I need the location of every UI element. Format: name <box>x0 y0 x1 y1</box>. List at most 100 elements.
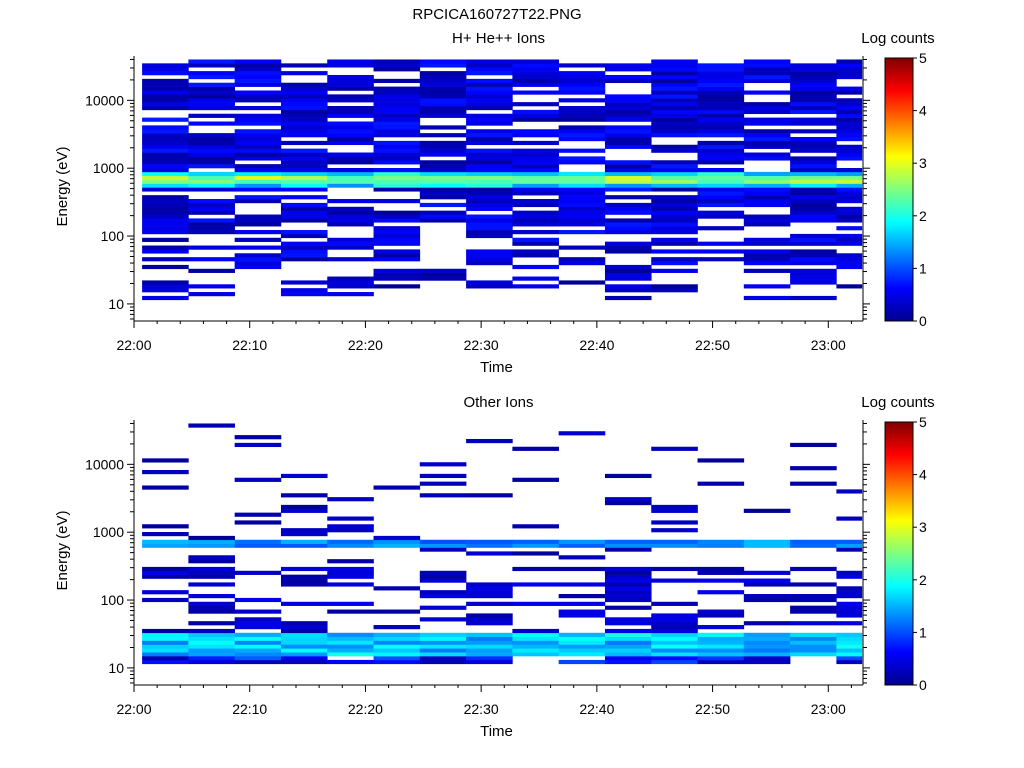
heatmap-cell <box>142 63 189 68</box>
heatmap-cell <box>327 284 374 289</box>
heatmap-cell <box>836 261 863 266</box>
heatmap-cell <box>327 276 374 281</box>
heatmap-cell <box>836 67 863 72</box>
heatmap-cell <box>373 609 421 614</box>
heatmap-cell <box>373 226 421 231</box>
heatmap-cell <box>836 547 863 552</box>
heatmap-cell <box>234 113 282 118</box>
heatmap-cell <box>743 195 791 200</box>
heatmap-cell <box>790 257 837 262</box>
heatmap-cell <box>604 117 652 122</box>
heatmap-cell <box>558 609 606 614</box>
heatmap-cell <box>234 570 282 575</box>
heatmap-cell <box>743 78 791 84</box>
heatmap-cell <box>604 264 652 270</box>
heatmap-cell <box>836 171 863 177</box>
heatmap-cell <box>419 644 467 649</box>
heatmap-cell <box>466 148 513 153</box>
heatmap-cell <box>188 202 235 208</box>
heatmap-cell <box>512 152 559 157</box>
heatmap-cell <box>836 214 863 219</box>
heatmap-cell <box>836 652 863 657</box>
heatmap-cell <box>419 214 467 219</box>
heatmap-cell <box>373 59 421 64</box>
heatmap-cell <box>604 140 652 146</box>
heatmap-cell <box>327 152 374 157</box>
heatmap-cell <box>651 168 698 173</box>
heatmap-cell <box>142 140 189 146</box>
heatmap-cell <box>466 86 513 91</box>
heatmap-cell <box>234 520 282 525</box>
heatmap-cell <box>604 102 652 107</box>
heatmap-cell <box>234 140 282 146</box>
y-tick-label: 10000 <box>85 456 124 472</box>
heatmap-cell <box>373 168 421 173</box>
heatmap-cell <box>836 144 863 149</box>
heatmap-cell <box>651 63 698 68</box>
heatmap-cell <box>558 230 606 235</box>
heatmap-cell <box>512 199 559 204</box>
heatmap-cell <box>466 187 513 192</box>
heatmap-cell <box>419 94 467 99</box>
heatmap-cell <box>466 582 513 587</box>
heatmap-cell <box>836 125 863 130</box>
y-tick-label: 10 <box>108 296 124 312</box>
heatmap-cell <box>836 590 863 595</box>
heatmap-cell <box>836 148 863 153</box>
colorbar: Log counts 0 1 2 3 4 5 <box>861 30 934 329</box>
heatmap-cell <box>558 210 606 215</box>
heatmap-cell <box>743 202 791 208</box>
heatmap-cell <box>373 656 421 661</box>
heatmap-cell <box>558 636 606 641</box>
heatmap-cell <box>188 175 235 180</box>
heatmap-cell <box>651 144 698 149</box>
heatmap-cell <box>466 164 513 169</box>
heatmap-cell <box>790 183 837 188</box>
heatmap-cell <box>419 656 467 661</box>
heatmap-cell <box>142 237 189 242</box>
heatmap-cell <box>697 175 745 180</box>
heatmap-cell <box>280 148 328 153</box>
heatmap-cell <box>558 648 606 653</box>
heatmap-cell <box>651 528 698 533</box>
heatmap-cell <box>790 644 837 649</box>
heatmap-cell <box>790 156 837 161</box>
heatmap-cell <box>188 152 235 157</box>
heatmap-cell <box>142 590 189 595</box>
heatmap-cell <box>558 257 606 262</box>
heatmap-cell <box>188 94 235 99</box>
heatmap-cell <box>280 98 328 103</box>
heatmap-cell <box>419 183 467 188</box>
heatmap-cell <box>651 625 698 630</box>
heatmap-cell <box>419 547 467 552</box>
heatmap-cell <box>373 133 421 138</box>
y-tick-label: 100 <box>101 592 125 608</box>
heatmap-cell <box>466 621 513 626</box>
heatmap-cell <box>743 171 791 177</box>
heatmap-cell <box>604 473 652 479</box>
heatmap-cell <box>234 71 282 76</box>
heatmap-cell <box>327 179 374 184</box>
heatmap-cell <box>512 171 559 177</box>
heatmap-cell <box>604 222 652 227</box>
heatmap-cell <box>234 218 282 223</box>
heatmap-cell <box>373 78 421 84</box>
heatmap-cell <box>743 222 791 227</box>
heatmap-cell <box>466 82 513 87</box>
heatmap-cell <box>836 264 863 270</box>
heatmap-cell <box>790 237 837 242</box>
heatmap-cell <box>558 171 606 177</box>
heatmap-cell <box>836 516 863 521</box>
x-tick-label: 22:30 <box>464 701 499 717</box>
heatmap-cell <box>188 156 235 161</box>
heatmap-cell <box>142 171 189 177</box>
x-tick-label: 22:20 <box>348 701 383 717</box>
heatmap-cell <box>327 218 374 223</box>
heatmap-cell <box>512 652 559 657</box>
heatmap-cell <box>280 117 328 122</box>
heatmap-cell <box>188 187 235 192</box>
heatmap-cell <box>419 202 467 208</box>
heatmap-cell <box>743 539 791 544</box>
heatmap-cell <box>188 136 235 142</box>
heatmap-cell <box>142 168 189 173</box>
